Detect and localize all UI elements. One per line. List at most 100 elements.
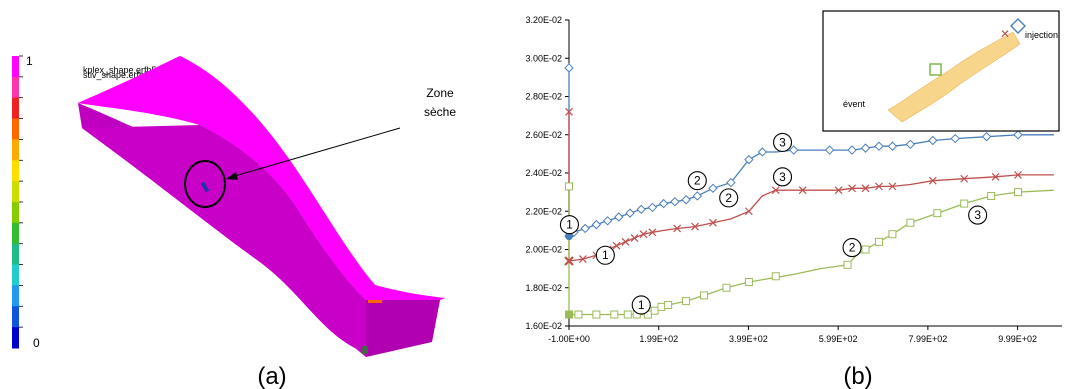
data-point-x <box>875 182 883 191</box>
data-point-square <box>744 278 753 287</box>
y-tick-label: 2.60E-02 <box>525 130 562 140</box>
stage-number: 2 <box>694 174 701 188</box>
colorbar-segment <box>12 306 19 328</box>
dry-zone-circle <box>184 160 226 208</box>
part-bulk <box>82 125 366 357</box>
start-marker-blue <box>565 232 573 241</box>
data-point-diamond <box>681 195 691 205</box>
stage-number: 2 <box>725 191 732 205</box>
data-point-diamond <box>789 145 799 155</box>
right-panel: 1.60E-02 1.80E-02 2.00E-02 2.20E-02 2.40E-02… <box>525 10 1062 389</box>
colorbar-segment <box>12 97 19 120</box>
start-marker-red <box>564 256 574 266</box>
stage-number: 1 <box>566 218 573 232</box>
stage-circle <box>842 238 862 258</box>
data-point-square <box>650 306 659 315</box>
data-point-square <box>623 310 632 319</box>
data-point-x <box>612 241 621 250</box>
data-point-diamond <box>950 133 960 144</box>
data-point-diamond <box>928 135 938 146</box>
left-panel: kplex_shape.erfh5 stiv_shape.erfh5 1 0 Z… <box>12 54 456 389</box>
data-point-square <box>700 291 709 300</box>
stage-circle <box>687 171 707 191</box>
x-tick-label: 1.99E+02 <box>639 334 678 344</box>
stage-circle <box>595 245 615 265</box>
data-point-square <box>610 310 619 319</box>
x-tick-label: 7.99E+02 <box>908 334 947 344</box>
data-point-x <box>744 207 753 216</box>
data-point-x <box>648 228 657 237</box>
dry-zone-label-line1: Zone <box>426 86 454 100</box>
colorbar-max-label: 1 <box>26 54 33 68</box>
data-point-x <box>673 224 682 233</box>
dark-mark <box>362 346 368 354</box>
part-3d <box>78 56 445 357</box>
data-point-x <box>639 230 648 239</box>
start-marker-green <box>565 310 573 319</box>
orange-mark <box>368 300 382 303</box>
x-tick-label: 9.99E+02 <box>998 334 1037 344</box>
colorbar-segment <box>12 76 19 99</box>
data-point-diamond <box>647 202 658 213</box>
y-tick-label: 3.20E-02 <box>525 15 562 25</box>
colorbar-segment <box>12 160 19 182</box>
inset-part-band <box>887 31 1021 123</box>
y-tick-label: 2.20E-02 <box>525 206 562 216</box>
data-point-x <box>960 174 969 183</box>
inset-injection-label: injection <box>1025 30 1058 40</box>
colorbar-segment <box>12 264 19 286</box>
panel-label-b: (b) <box>843 363 872 389</box>
data-point-square <box>664 300 673 309</box>
data-point-square <box>960 199 969 208</box>
data-point-square <box>843 260 852 269</box>
colorbar-segment <box>12 222 19 245</box>
data-point-square <box>771 272 780 281</box>
colorbar-segment <box>12 243 19 266</box>
colorbar-min-label: 0 <box>33 336 40 350</box>
inset-event-label: évent <box>843 99 866 109</box>
data-point-square <box>592 310 601 319</box>
data-point-x <box>578 255 587 263</box>
data-point-diamond <box>580 223 590 234</box>
data-point-diamond <box>692 191 703 201</box>
data-point-x <box>621 237 630 246</box>
y-tick-label: 2.40E-02 <box>525 168 562 178</box>
data-point-diamond <box>744 154 754 165</box>
y-tick-label: 1.60E-02 <box>525 321 562 331</box>
data-point-x <box>888 182 897 191</box>
stage-number: 3 <box>779 135 786 149</box>
x-ticks: -1.00E+00 1.99E+02 3.99E+02 5.99E+02 7.99E+0… <box>548 326 1037 344</box>
stage-number: 1 <box>638 298 645 312</box>
dry-zone-arrowhead <box>226 172 238 180</box>
dry-zone-label-line2: sèche <box>424 105 456 119</box>
data-point-diamond <box>625 208 635 218</box>
data-point-x <box>1014 170 1022 179</box>
data-point-diamond <box>847 145 857 155</box>
data-point-x <box>709 218 717 227</box>
header-line-2: stiv_shape.erfh5 <box>83 70 149 80</box>
data-point-diamond <box>602 216 613 226</box>
data-point-square <box>1014 188 1023 197</box>
data-point-square <box>565 182 573 191</box>
data-point-x <box>565 107 573 116</box>
data-point-x <box>691 222 699 231</box>
inset-square-marker <box>929 63 942 76</box>
data-point-square <box>861 245 870 254</box>
data-point-diamond <box>981 131 992 142</box>
data-point-diamond <box>874 141 884 151</box>
data-point-diamond <box>591 219 602 230</box>
stage-circle <box>968 205 988 225</box>
data-point-diamond <box>670 196 680 207</box>
colorbar-segment <box>12 202 19 224</box>
y-tick-label: 1.80E-02 <box>525 283 562 293</box>
data-point-x <box>834 186 843 195</box>
colorbar-segment <box>12 181 19 203</box>
stage-circle <box>559 215 579 235</box>
part-front-face <box>366 300 440 357</box>
data-point-diamond <box>614 212 624 222</box>
data-point-square <box>682 297 691 306</box>
data-point-x <box>798 186 807 195</box>
data-point-diamond <box>1013 130 1023 140</box>
data-point-diamond <box>564 63 574 73</box>
inset-x-marker: ✕ <box>1000 27 1010 41</box>
